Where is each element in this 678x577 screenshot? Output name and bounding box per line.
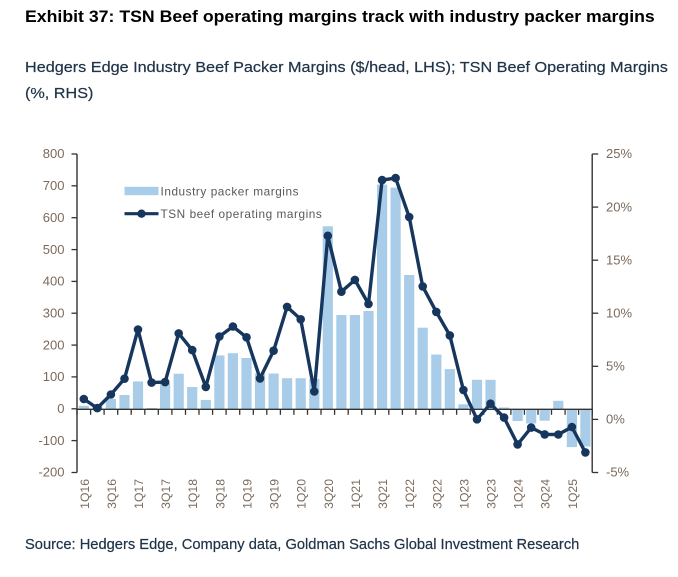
svg-text:1Q22: 1Q22 xyxy=(403,479,417,509)
svg-text:3Q23: 3Q23 xyxy=(485,479,499,509)
svg-text:5%: 5% xyxy=(606,359,625,374)
svg-text:1Q17: 1Q17 xyxy=(132,479,146,509)
svg-text:20%: 20% xyxy=(606,199,632,214)
svg-text:-100: -100 xyxy=(38,433,64,448)
svg-text:1Q18: 1Q18 xyxy=(186,479,200,509)
svg-text:800: 800 xyxy=(43,146,65,161)
svg-text:3Q19: 3Q19 xyxy=(268,479,282,509)
svg-text:3Q22: 3Q22 xyxy=(430,479,444,509)
svg-text:-5%: -5% xyxy=(606,465,630,480)
svg-text:25%: 25% xyxy=(606,146,632,161)
svg-text:3Q24: 3Q24 xyxy=(539,479,553,509)
svg-text:1Q24: 1Q24 xyxy=(512,479,526,509)
svg-text:3Q17: 3Q17 xyxy=(159,479,173,509)
svg-text:-200: -200 xyxy=(38,465,64,480)
svg-text:0: 0 xyxy=(57,401,64,416)
svg-text:300: 300 xyxy=(43,305,65,320)
svg-text:1Q20: 1Q20 xyxy=(295,479,309,509)
svg-text:1Q21: 1Q21 xyxy=(349,479,363,509)
svg-text:3Q20: 3Q20 xyxy=(322,479,336,509)
svg-text:700: 700 xyxy=(43,178,65,193)
svg-text:3Q16: 3Q16 xyxy=(105,479,119,509)
svg-text:500: 500 xyxy=(43,242,65,257)
svg-text:1Q23: 1Q23 xyxy=(457,479,471,509)
svg-text:600: 600 xyxy=(43,210,65,225)
svg-text:Industry packer margins: Industry packer margins xyxy=(161,185,300,199)
svg-text:TSN beef operating margins: TSN beef operating margins xyxy=(161,207,323,221)
svg-text:1Q25: 1Q25 xyxy=(566,479,580,509)
svg-text:1Q16: 1Q16 xyxy=(78,479,92,509)
svg-text:15%: 15% xyxy=(606,252,632,267)
svg-text:3Q18: 3Q18 xyxy=(213,479,227,509)
svg-text:100: 100 xyxy=(43,369,65,384)
svg-text:1Q19: 1Q19 xyxy=(241,479,255,509)
svg-text:3Q21: 3Q21 xyxy=(376,479,390,509)
svg-text:400: 400 xyxy=(43,274,65,289)
svg-text:10%: 10% xyxy=(606,305,632,320)
svg-text:0%: 0% xyxy=(606,412,625,427)
svg-text:200: 200 xyxy=(43,337,65,352)
